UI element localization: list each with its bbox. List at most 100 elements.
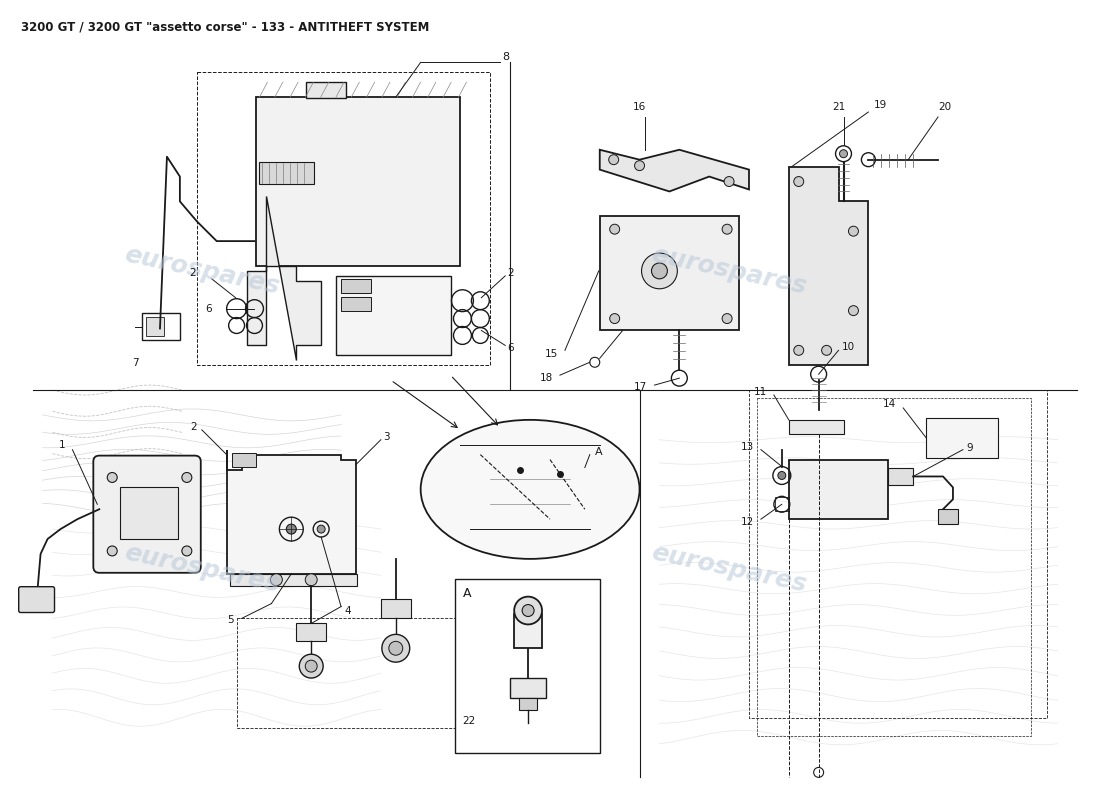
Text: 15: 15 (544, 350, 558, 359)
Text: 10: 10 (842, 342, 855, 352)
Bar (146, 317, 164, 337)
Circle shape (848, 306, 858, 315)
Circle shape (722, 224, 733, 234)
Circle shape (96, 547, 119, 571)
Text: 11: 11 (754, 387, 767, 397)
Circle shape (388, 642, 403, 655)
Circle shape (305, 660, 317, 672)
Text: eurospares: eurospares (122, 242, 282, 299)
Circle shape (641, 253, 678, 289)
Bar (230, 574, 358, 586)
Text: 2: 2 (189, 268, 196, 278)
Circle shape (839, 150, 847, 158)
Circle shape (609, 224, 619, 234)
Circle shape (514, 597, 542, 625)
Circle shape (635, 161, 645, 170)
Text: 6: 6 (205, 304, 211, 314)
Bar (757, 398, 1031, 736)
Bar (236, 618, 455, 728)
Polygon shape (306, 82, 346, 98)
Circle shape (822, 346, 832, 355)
Text: 3: 3 (383, 432, 389, 442)
Text: eurospares: eurospares (649, 242, 808, 299)
Bar (142, 313, 180, 341)
Circle shape (286, 524, 296, 534)
Circle shape (778, 471, 785, 479)
Bar (938, 510, 958, 524)
Polygon shape (600, 216, 739, 330)
Circle shape (182, 546, 191, 556)
Text: 21: 21 (832, 102, 845, 112)
FancyBboxPatch shape (19, 586, 55, 613)
Circle shape (175, 547, 199, 571)
Text: 18: 18 (540, 373, 553, 383)
Circle shape (794, 346, 804, 355)
Bar (455, 578, 600, 753)
FancyBboxPatch shape (94, 456, 201, 573)
Text: 2: 2 (190, 422, 197, 432)
Ellipse shape (420, 420, 639, 559)
Text: 19: 19 (873, 100, 887, 110)
Circle shape (96, 458, 119, 482)
Text: 17: 17 (635, 382, 648, 392)
Bar (296, 623, 326, 642)
Text: 2: 2 (507, 268, 514, 278)
Text: 3200 GT / 3200 GT "assetto corse" - 133 - ANTITHEFT SYSTEM: 3200 GT / 3200 GT "assetto corse" - 133 … (21, 21, 429, 34)
Circle shape (651, 263, 668, 279)
Text: 22: 22 (462, 716, 475, 726)
Text: 20: 20 (938, 102, 952, 112)
Bar (519, 698, 537, 710)
Circle shape (522, 605, 535, 617)
Bar (232, 453, 256, 466)
Bar (260, 162, 315, 183)
Text: 4: 4 (344, 606, 351, 615)
Text: 13: 13 (740, 442, 754, 452)
Circle shape (317, 525, 326, 533)
Circle shape (271, 574, 283, 586)
Text: 5: 5 (227, 615, 233, 626)
Text: A: A (462, 586, 471, 600)
Text: 7: 7 (132, 358, 139, 368)
Polygon shape (514, 614, 542, 648)
Text: eurospares: eurospares (649, 541, 808, 597)
Circle shape (724, 177, 734, 186)
Circle shape (848, 226, 858, 236)
Bar (789, 459, 889, 519)
Polygon shape (789, 166, 868, 366)
Circle shape (182, 473, 191, 482)
Polygon shape (97, 459, 197, 569)
Circle shape (608, 154, 618, 165)
Text: 8: 8 (503, 52, 509, 62)
Bar (749, 390, 1047, 718)
Circle shape (107, 473, 118, 482)
Text: 14: 14 (883, 399, 896, 409)
Bar (926, 418, 998, 458)
Polygon shape (246, 197, 321, 360)
Polygon shape (256, 97, 461, 266)
Polygon shape (227, 450, 356, 574)
Circle shape (722, 314, 733, 323)
Text: 1: 1 (58, 440, 66, 450)
Bar (889, 467, 913, 486)
Text: 16: 16 (632, 102, 646, 112)
Circle shape (107, 546, 118, 556)
Bar (341, 279, 371, 293)
Text: 9: 9 (966, 442, 972, 453)
Polygon shape (510, 678, 546, 698)
Text: A: A (595, 446, 603, 457)
Bar (381, 598, 410, 618)
Circle shape (175, 458, 199, 482)
Text: eurospares: eurospares (122, 541, 282, 597)
Circle shape (382, 634, 409, 662)
Circle shape (299, 654, 323, 678)
Polygon shape (600, 150, 749, 191)
Bar (774, 498, 789, 511)
Polygon shape (337, 276, 451, 355)
Bar (120, 487, 178, 539)
Circle shape (305, 574, 317, 586)
Bar (789, 420, 844, 434)
Bar (197, 72, 491, 366)
Circle shape (794, 177, 804, 186)
Bar (341, 297, 371, 310)
Circle shape (609, 314, 619, 323)
